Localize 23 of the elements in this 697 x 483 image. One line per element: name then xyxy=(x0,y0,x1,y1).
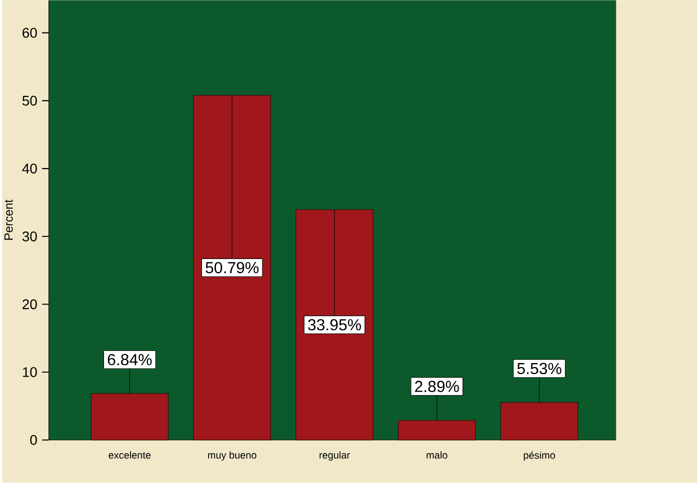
x-tick-label: muy bueno xyxy=(208,451,256,461)
y-tick-label: 30 xyxy=(22,232,37,242)
bar xyxy=(398,420,476,440)
bar xyxy=(193,95,271,440)
x-tick-label: regular xyxy=(320,451,350,461)
data-label: 2.89% xyxy=(415,380,459,392)
y-tick-label: 40 xyxy=(22,164,37,174)
data-label: 5.53% xyxy=(517,362,562,374)
data-label: 50.79% xyxy=(206,262,259,274)
x-tick-label: excelente xyxy=(108,451,151,459)
data-label: 6.84% xyxy=(108,354,152,366)
y-axis-title: Percent xyxy=(4,200,13,240)
y-tick-label: 10 xyxy=(22,367,37,378)
bar xyxy=(90,393,168,440)
y-tick-label: 0 xyxy=(30,435,37,445)
x-tick-label: malo xyxy=(426,451,448,459)
y-tick-label: 20 xyxy=(22,299,37,310)
x-tick-label: pésimo xyxy=(524,451,555,461)
bar xyxy=(500,402,578,440)
data-label: 33.95% xyxy=(308,319,361,330)
y-tick-label: 50 xyxy=(22,96,37,106)
y-tick-label: 60 xyxy=(22,28,37,38)
bar xyxy=(296,209,374,440)
